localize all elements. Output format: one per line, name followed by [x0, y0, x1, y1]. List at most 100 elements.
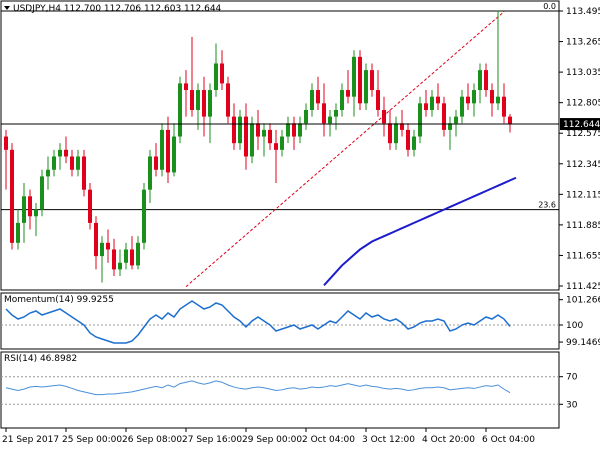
- y-tick-label: 113.265: [566, 38, 600, 48]
- candle-body: [256, 123, 260, 137]
- candle-body: [454, 116, 458, 124]
- candle-body: [142, 189, 146, 243]
- x-tick-label: 27 Sep 16:00: [182, 435, 242, 445]
- price-panel: USDJPY,H4 112.700 112.706 112.603 112.64…: [0, 0, 600, 292]
- y-tick-label: 112.115: [566, 190, 600, 200]
- y-tick-label: 101.2662: [566, 296, 600, 306]
- collapse-arrow-icon[interactable]: [4, 6, 10, 10]
- candle-body: [484, 70, 488, 91]
- candle-body: [76, 156, 80, 170]
- candle-body: [394, 123, 398, 144]
- candle-body: [136, 242, 140, 266]
- momentum-panel-frame: [0, 292, 560, 350]
- y-tick-label: 111.655: [566, 251, 600, 261]
- momentum-panel: Momentum(14) 99.9255 101.2662 100 99.1469: [0, 292, 600, 350]
- candle-body: [106, 242, 110, 250]
- price-panel-title: USDJPY,H4 112.700 112.706 112.603 112.64…: [13, 4, 222, 14]
- y-tick-label: 99.1469: [566, 338, 600, 348]
- candle-body: [412, 136, 416, 150]
- candle-body: [4, 136, 8, 150]
- candle-body: [166, 129, 170, 173]
- candle-body: [292, 123, 296, 137]
- candle-body: [460, 96, 464, 117]
- candle-body: [358, 56, 362, 104]
- candle-body: [382, 109, 386, 124]
- candle-body: [226, 83, 230, 117]
- candle-series: [4, 10, 512, 283]
- candle-body: [316, 90, 320, 104]
- rsi-panel-title: RSI(14) 46.8982: [4, 354, 77, 364]
- candle-body: [82, 156, 86, 190]
- fib-trend-line: [185, 11, 505, 288]
- candle-body: [418, 103, 422, 137]
- y-tick-label: 111.425: [566, 282, 600, 292]
- y-tick-label: 112.805: [566, 99, 600, 109]
- x-tick-label: 21 Sep 2017: [2, 435, 59, 445]
- candle-body: [190, 90, 194, 110]
- candle-body: [28, 196, 32, 217]
- y-tick-label: 30: [566, 400, 578, 410]
- rsi-panel: RSI(14) 46.8982 70 30: [0, 351, 578, 429]
- candle-body: [268, 129, 272, 144]
- candle-body: [130, 249, 134, 266]
- candle-body: [160, 129, 164, 170]
- candle-body: [442, 103, 446, 130]
- candle-body: [298, 123, 302, 137]
- y-tick-label: 111.885: [566, 221, 600, 231]
- candle-body: [46, 169, 50, 177]
- candle-body: [52, 156, 56, 170]
- candle-body: [496, 96, 500, 104]
- candle-body: [424, 103, 428, 110]
- candle-body: [196, 90, 200, 110]
- x-tick-label: 6 Oct 04:00: [482, 435, 535, 445]
- candle-body: [502, 96, 506, 117]
- momentum-series: [5, 300, 511, 344]
- candle-body: [490, 90, 494, 104]
- y-tick-label: 112.575: [566, 129, 600, 139]
- rsi-y-axis: 70 30: [1, 373, 578, 410]
- candle-body: [238, 116, 242, 144]
- momentum-panel-title: Momentum(14) 99.9255: [4, 295, 114, 305]
- candle-body: [478, 70, 482, 91]
- candle-body: [508, 116, 512, 125]
- candle-body: [244, 116, 248, 157]
- current-price-tag: [560, 118, 600, 131]
- candle-body: [322, 103, 326, 124]
- candle-body: [88, 189, 92, 223]
- candle-body: [100, 242, 104, 257]
- current-price-label: 112.644: [563, 120, 600, 130]
- candle-body: [436, 96, 440, 104]
- candle-body: [154, 156, 158, 170]
- candle-body: [148, 156, 152, 190]
- candle-body: [118, 262, 122, 270]
- candle-body: [124, 249, 128, 263]
- candle-body: [340, 90, 344, 110]
- y-tick-label: 112.345: [566, 160, 600, 170]
- momentum-y-axis: 101.2662 100 99.1469: [1, 296, 600, 348]
- candle-body: [274, 143, 278, 150]
- x-tick-label: 29 Sep 00:00: [242, 435, 302, 445]
- candle-body: [286, 123, 290, 137]
- candle-body: [370, 70, 374, 91]
- candle-body: [250, 123, 254, 157]
- candle-body: [346, 90, 350, 97]
- candle-body: [34, 209, 38, 217]
- candle-body: [58, 149, 62, 157]
- moving-average-line: [323, 176, 517, 287]
- candle-body: [178, 83, 182, 137]
- candle-body: [328, 116, 332, 124]
- candle-body: [430, 96, 434, 110]
- y-tick-label: 113.495: [566, 7, 600, 17]
- time-x-axis: 21 Sep 2017 25 Sep 00:00 26 Sep 08:00 27 Se…: [2, 428, 535, 445]
- candle-body: [388, 123, 392, 144]
- fibonacci-levels: 0.0 23.6: [1, 2, 559, 288]
- candle-body: [16, 222, 20, 243]
- current-price-marker: 112.644: [1, 118, 600, 131]
- candle-body: [310, 90, 314, 110]
- rsi-line: [5, 380, 511, 396]
- candle-body: [232, 116, 236, 144]
- x-tick-label: 26 Sep 08:00: [122, 435, 182, 445]
- y-tick-label: 70: [566, 373, 578, 383]
- candle-body: [352, 56, 356, 97]
